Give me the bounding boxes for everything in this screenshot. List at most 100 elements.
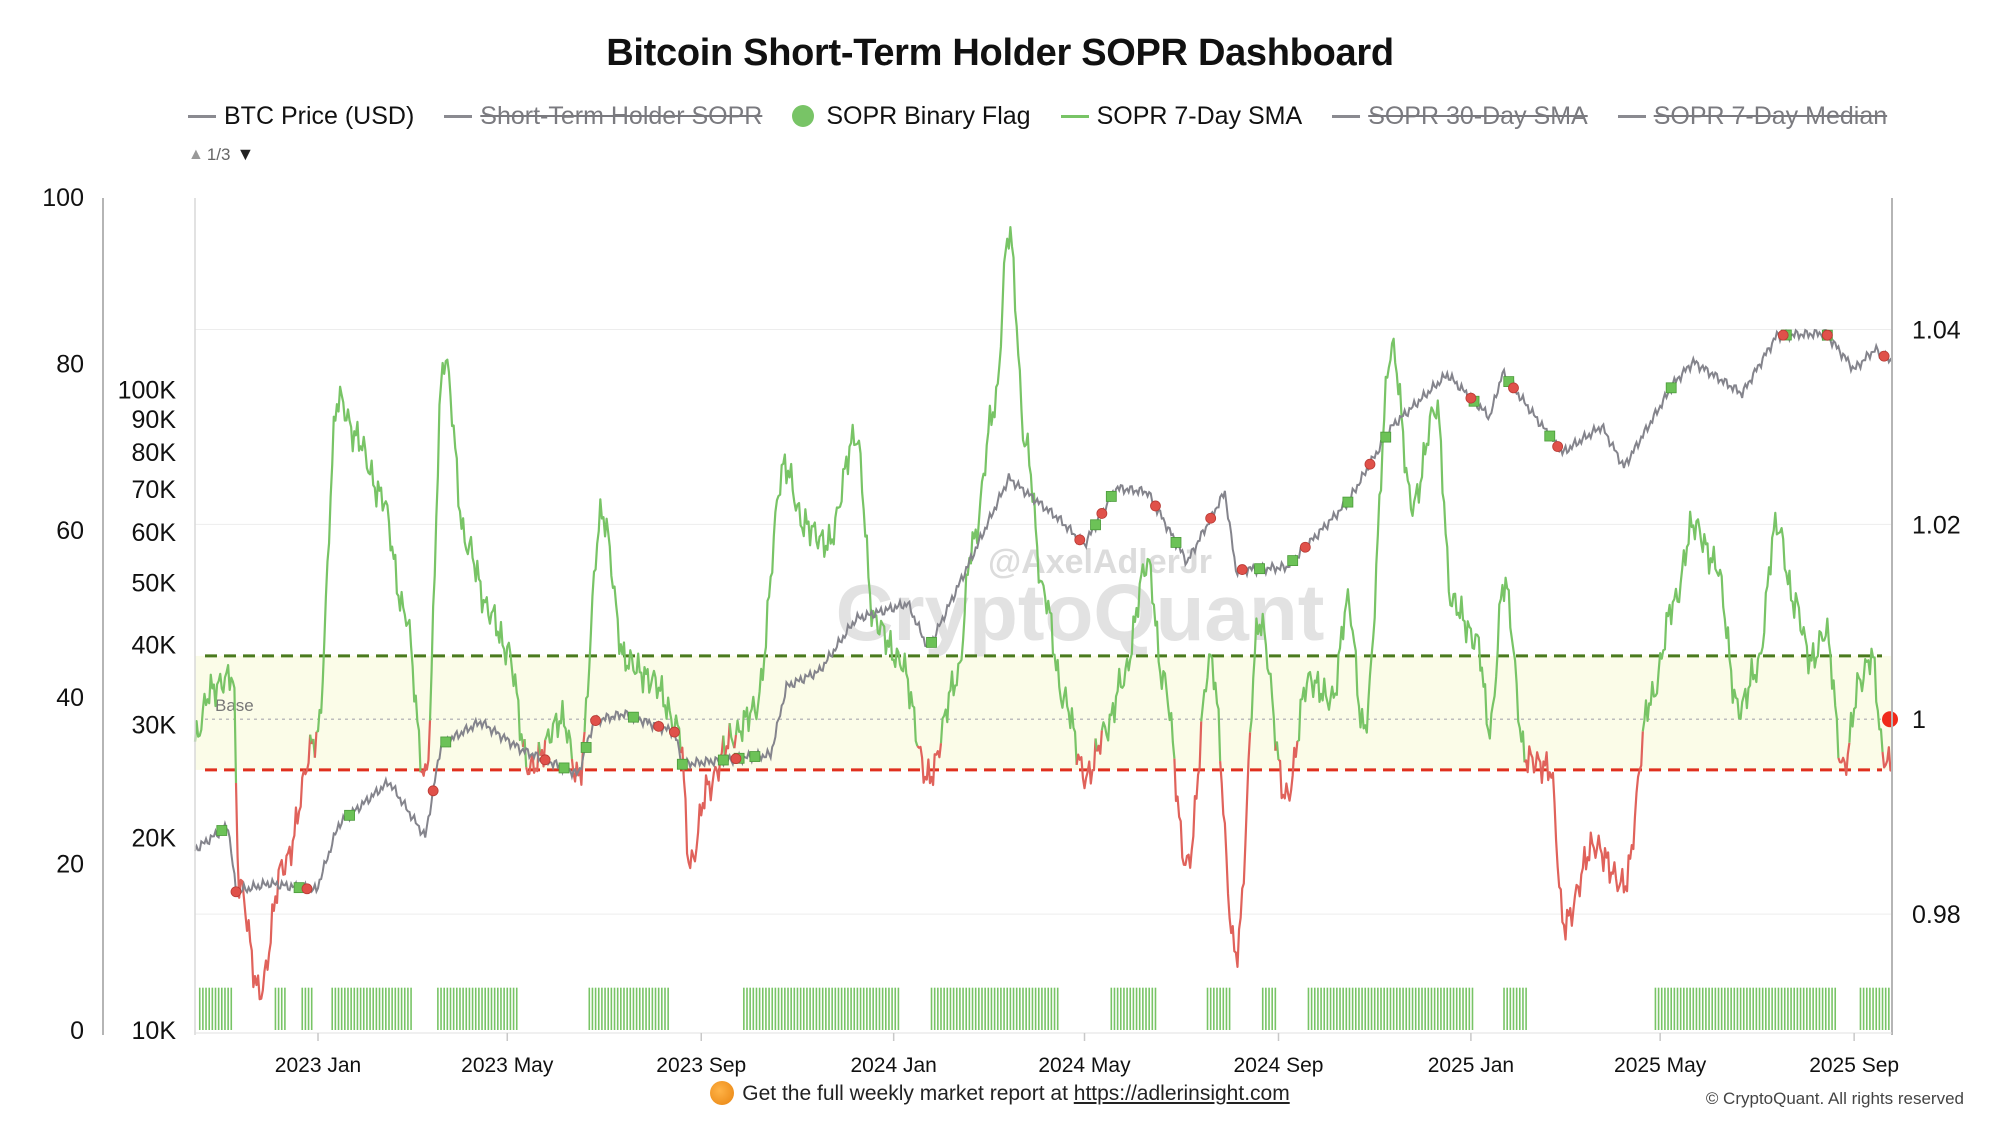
legend-item-1[interactable]: BTC Price (USD) — [188, 102, 414, 131]
flag-down-marker — [1878, 350, 1890, 362]
binary-flag-bars — [198, 987, 1893, 1030]
sma-segment-above — [544, 699, 574, 760]
price-axis-tick-label: 30K — [132, 712, 177, 740]
price-axis-tick-label: 50K — [132, 569, 177, 597]
flag-up-marker — [1544, 430, 1556, 442]
flag-up-marker — [1090, 519, 1101, 531]
price-axis-tick-label: 100K — [118, 377, 177, 405]
flag-up-marker — [1342, 496, 1354, 508]
legend-item-3[interactable]: SOPR Binary Flag — [792, 101, 1031, 131]
legend-item-4[interactable]: SOPR 7-Day SMA — [1060, 102, 1302, 131]
sun-icon — [710, 1081, 735, 1105]
sma-segment-above — [734, 423, 919, 747]
flag-down-marker — [1096, 508, 1108, 519]
flag-up-marker — [1380, 431, 1392, 443]
sopr-axis-tick-label: 1.04 — [1912, 317, 1961, 345]
price-axis-tick-label: 10K — [132, 1017, 177, 1045]
legend-label: Short-Term Holder SOPR — [480, 101, 763, 130]
sma-segment-above — [1848, 647, 1884, 753]
price-axis-tick-label: 20K — [132, 824, 177, 852]
sma-segment-below — [1837, 742, 1851, 776]
binary-axis-tick-label: 60 — [56, 517, 84, 545]
legend-swatch — [1060, 114, 1089, 118]
flag-down-marker — [230, 886, 242, 898]
legend-label: SOPR Binary Flag — [826, 101, 1031, 130]
sma-segment-above — [316, 385, 422, 773]
legend-item-6[interactable]: SOPR 7-Day Median — [1617, 101, 1888, 131]
flag-down-marker — [1821, 329, 1833, 341]
flag-up-marker — [216, 825, 228, 836]
legend-swatch — [444, 114, 473, 118]
legend-swatch — [1332, 114, 1361, 118]
flag-down-marker — [1508, 382, 1519, 394]
flag-down-marker — [539, 754, 551, 766]
sma-segment-below — [1277, 740, 1299, 802]
threshold-band — [195, 655, 1892, 770]
flag-down-marker — [1299, 541, 1311, 553]
x-axis-tick-label: 2024 Sep — [1234, 1054, 1324, 1077]
legend-pager[interactable]: ▲ 1/3 ▼ — [188, 144, 254, 165]
sma-segment-below — [723, 723, 731, 760]
binary-axis-tick-label: 80 — [56, 351, 84, 379]
sma-segment-above — [193, 663, 238, 783]
flag-down-marker — [1236, 564, 1248, 575]
footer-banner: Get the full weekly market report at htt… — [0, 1081, 2000, 1106]
pager-down-icon[interactable]: ▼ — [236, 144, 255, 164]
flag-down-marker — [590, 715, 601, 726]
legend-item-2[interactable]: Short-Term Holder SOPR — [444, 102, 762, 131]
flag-up-marker — [1665, 382, 1677, 394]
sma-segment-below — [1881, 746, 1894, 772]
flag-up-marker — [749, 751, 761, 762]
flag-up-marker — [717, 754, 729, 766]
binary-axis-tick-label: 20 — [56, 850, 84, 878]
binary-axis-tick-label: 40 — [56, 684, 84, 712]
sopr-axis-tick-label: 1.02 — [1912, 511, 1961, 539]
legend-label: BTC Price (USD) — [224, 101, 415, 130]
sma-segment-below — [679, 735, 725, 870]
flag-up-marker — [1105, 491, 1117, 502]
sma-segment-above — [728, 723, 736, 749]
flag-up-marker — [1170, 537, 1182, 548]
flag-up-marker — [558, 762, 570, 774]
sma-segment-above — [1100, 557, 1176, 759]
flag-down-marker — [427, 785, 439, 797]
sma-segment-below — [419, 720, 432, 777]
flag-down-marker — [301, 883, 313, 895]
x-axis-tick-label: 2023 Sep — [656, 1054, 746, 1077]
footer-link[interactable]: https://adlerinsight.com — [1073, 1082, 1290, 1105]
sma-segment-above — [1249, 612, 1277, 751]
legend-label: SOPR 7-Day Median — [1653, 101, 1888, 130]
sopr-7d-sma-line — [193, 225, 1894, 1001]
sma-segment-below — [1075, 738, 1097, 790]
sma-segment-below — [1219, 732, 1252, 968]
pager-text: 1/3 — [206, 144, 231, 164]
x-axis-tick-label: 2025 Jan — [1428, 1054, 1514, 1077]
sma-segment-below — [313, 731, 318, 758]
flag-down-marker — [1552, 441, 1564, 452]
binary-axis-tick-label: 0 — [70, 1017, 84, 1045]
price-axis-tick-label: 60K — [132, 519, 177, 547]
sma-segment-above — [1275, 741, 1280, 761]
legend-label: SOPR 30-Day SMA — [1368, 101, 1588, 130]
sma-segment-above — [583, 498, 682, 754]
legend-item-5[interactable]: SOPR 30-Day SMA — [1332, 102, 1588, 131]
watermark-brand: CryptoQuant — [836, 568, 1325, 657]
flag-down-marker — [1777, 329, 1789, 341]
flag-up-marker — [344, 809, 355, 821]
flag-down-marker — [1364, 458, 1376, 470]
sma-segment-above — [1200, 653, 1222, 762]
flag-down-marker — [1465, 392, 1477, 404]
current-value-marker — [1882, 711, 1898, 728]
x-axis-tick-label: 2024 May — [1038, 1054, 1131, 1077]
x-axis-tick-label: 2025 Sep — [1809, 1054, 1899, 1077]
binary-axis-tick-label: 100 — [42, 184, 84, 212]
pager-up-icon[interactable]: ▲ — [188, 145, 204, 163]
sma-segment-below — [1096, 730, 1103, 755]
chart-legend: BTC Price (USD) Short-Term Holder SOPR SOP… — [188, 98, 1917, 134]
price-axis-tick-label: 40K — [132, 632, 177, 660]
sma-segment-above — [1641, 510, 1840, 758]
x-axis-tick-label: 2023 Jan — [275, 1054, 361, 1077]
legend-swatch — [1617, 114, 1646, 118]
footer-text: Get the full weekly market report at — [742, 1082, 1068, 1105]
sopr-axis-tick-label: 0.98 — [1912, 901, 1961, 929]
